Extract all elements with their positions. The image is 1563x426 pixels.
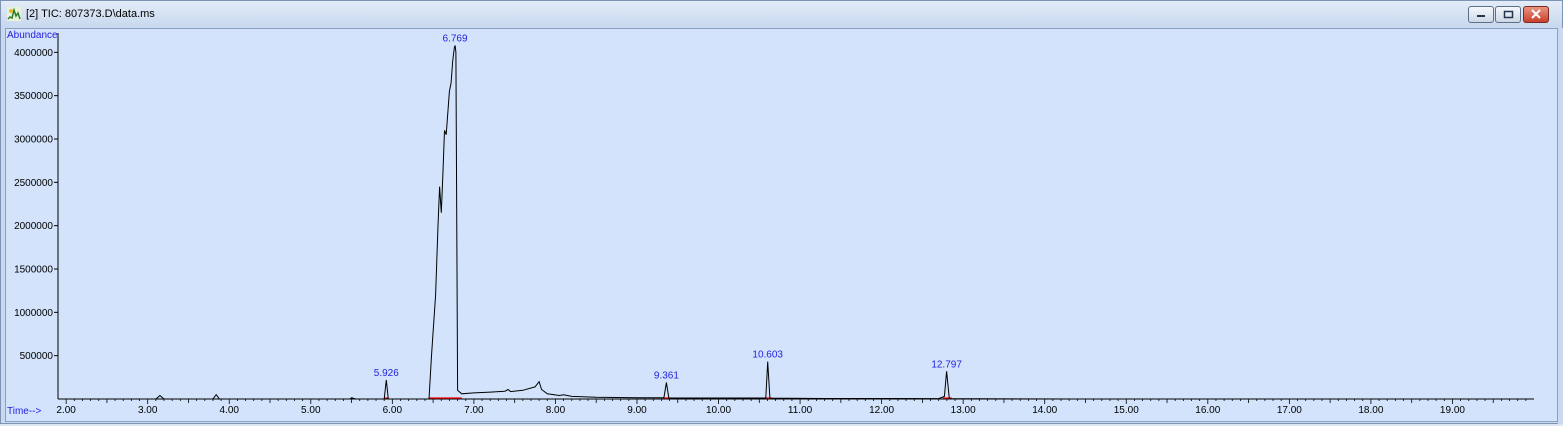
x-tick-label: 9.00 xyxy=(627,405,647,416)
y-tick-label: 3000000 xyxy=(14,135,53,146)
y-tick-label: 1000000 xyxy=(14,308,53,319)
y-tick-label: 2500000 xyxy=(14,178,53,189)
window-right-edge xyxy=(1558,28,1563,424)
window-title: [2] TIC: 807373.D\data.ms xyxy=(26,8,155,20)
x-tick-label: 4.00 xyxy=(220,405,240,416)
peak-label: 10.603 xyxy=(752,350,783,361)
x-tick-label: 8.00 xyxy=(546,405,566,416)
x-tick-label: 18.00 xyxy=(1358,405,1383,416)
peak-label: 12.797 xyxy=(931,359,962,370)
y-tick-label: 500000 xyxy=(20,351,54,362)
x-tick-label: 17.00 xyxy=(1277,405,1302,416)
title-bar[interactable]: [2] TIC: 807373.D\data.ms xyxy=(1,1,1562,27)
y-axis-label: Abundance xyxy=(7,30,58,41)
chromatogram-plot-area[interactable]: Abundance 500000 1000000 1500000 2000000 2500… xyxy=(5,28,1558,422)
tic-trace-line xyxy=(58,45,1534,400)
peak-label: 6.769 xyxy=(443,33,468,44)
maximize-button[interactable] xyxy=(1495,6,1521,23)
x-tick-label: 5.00 xyxy=(301,405,321,416)
y-tick-label: 2000000 xyxy=(14,221,53,232)
x-tick-label: 7.00 xyxy=(464,405,484,416)
close-button[interactable] xyxy=(1523,6,1549,23)
x-tick-label: 2.00 xyxy=(56,405,76,416)
peak-label: 9.361 xyxy=(654,371,679,382)
x-tick-label: 13.00 xyxy=(951,405,976,416)
y-tick-label: 4000000 xyxy=(14,48,53,59)
x-axis-label: Time--> xyxy=(7,406,42,417)
y-tick-label: 1500000 xyxy=(14,265,53,276)
x-tick-label: 14.00 xyxy=(1032,405,1057,416)
tic-chromatogram-chart[interactable]: Abundance 500000 1000000 1500000 2000000 2500… xyxy=(6,29,1557,421)
x-tick-label: 3.00 xyxy=(138,405,158,416)
x-tick-label: 10.00 xyxy=(706,405,731,416)
close-icon xyxy=(1531,9,1541,19)
x-tick-label: 16.00 xyxy=(1195,405,1220,416)
maximize-icon xyxy=(1503,10,1514,19)
x-tick-label: 12.00 xyxy=(869,405,894,416)
minimize-button[interactable] xyxy=(1468,6,1494,23)
x-tick-label: 15.00 xyxy=(1114,405,1139,416)
minimize-icon xyxy=(1477,15,1485,17)
peak-label: 5.926 xyxy=(374,368,399,379)
x-tick-label: 6.00 xyxy=(383,405,403,416)
chromatogram-app-icon xyxy=(7,7,21,21)
x-tick-label: 19.00 xyxy=(1440,405,1465,416)
y-tick-label: 3500000 xyxy=(14,91,53,102)
x-tick-label: 11.00 xyxy=(788,405,813,416)
